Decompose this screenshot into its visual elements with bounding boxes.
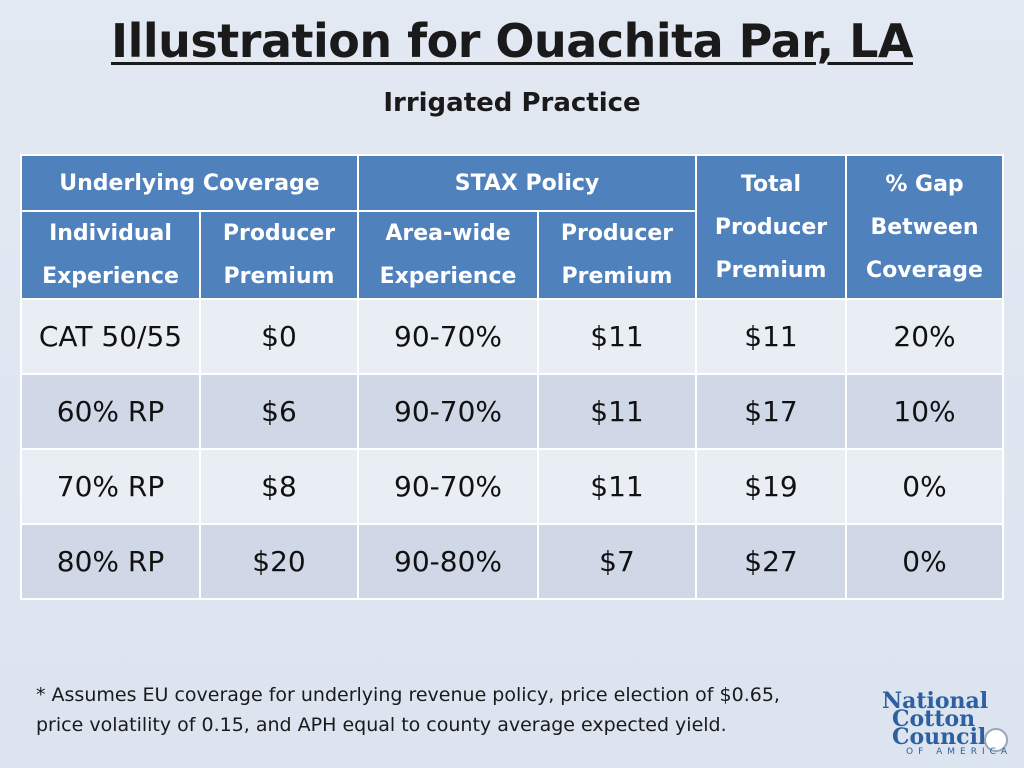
cotton-boll-icon bbox=[984, 728, 1008, 752]
header-producer1-line2: Premium bbox=[223, 264, 335, 289]
cell-area-wide: 90-70% bbox=[357, 298, 539, 375]
header-area-wide-experience: Area-wide Experience bbox=[357, 210, 539, 300]
header-areawide-line2: Experience bbox=[379, 264, 517, 289]
page-subtitle: Irrigated Practice bbox=[383, 88, 641, 118]
cell-underlying-premium: $8 bbox=[199, 448, 359, 525]
header-individual-line2: Experience bbox=[42, 264, 179, 289]
logo-line4: OF AMERICA bbox=[906, 747, 1013, 757]
cell-coverage: 80% RP bbox=[20, 523, 201, 600]
header-stax-policy: STAX Policy bbox=[357, 154, 697, 212]
cell-gap: 20% bbox=[845, 298, 1004, 375]
header-producer2-line2: Premium bbox=[561, 264, 673, 289]
header-gap-between-coverage: % Gap Between Coverage bbox=[845, 154, 1004, 300]
header-total-line1: Total bbox=[740, 171, 802, 197]
cell-gap: 0% bbox=[845, 523, 1004, 600]
header-total-line3: Premium bbox=[715, 257, 827, 283]
header-total-producer-premium: Total Producer Premium bbox=[695, 154, 847, 300]
header-producer1-line1: Producer bbox=[222, 221, 336, 246]
header-gap-line3: Coverage bbox=[866, 257, 983, 283]
cell-coverage: 60% RP bbox=[20, 373, 201, 450]
cell-total-premium: $19 bbox=[695, 448, 847, 525]
cell-area-wide: 90-70% bbox=[357, 373, 539, 450]
header-total-line2: Producer bbox=[714, 214, 828, 240]
title-wrap: Illustration for Ouachita Par, LA bbox=[0, 14, 1024, 68]
cell-coverage: 70% RP bbox=[20, 448, 201, 525]
footnote-line2: price volatility of 0.15, and APH equal … bbox=[36, 714, 727, 736]
cell-stax-premium: $11 bbox=[537, 373, 697, 450]
cell-underlying-premium: $6 bbox=[199, 373, 359, 450]
ncc-logo: National Cotton Council OF AMERICA bbox=[878, 690, 1008, 760]
cell-total-premium: $11 bbox=[695, 298, 847, 375]
cell-stax-premium: $11 bbox=[537, 298, 697, 375]
cell-total-premium: $17 bbox=[695, 373, 847, 450]
logo-line1: National bbox=[882, 688, 989, 714]
header-individual-line1: Individual bbox=[49, 221, 172, 246]
page-title: Illustration for Ouachita Par, LA bbox=[111, 14, 914, 68]
cell-stax-premium: $11 bbox=[537, 448, 697, 525]
cell-area-wide: 90-70% bbox=[357, 448, 539, 525]
logo-line3: Council bbox=[892, 724, 987, 750]
footnote-line1: * Assumes EU coverage for underlying rev… bbox=[36, 684, 780, 706]
cell-coverage: CAT 50/55 bbox=[20, 298, 201, 375]
cell-area-wide: 90-80% bbox=[357, 523, 539, 600]
cell-gap: 0% bbox=[845, 448, 1004, 525]
cell-stax-premium: $7 bbox=[537, 523, 697, 600]
cell-total-premium: $27 bbox=[695, 523, 847, 600]
table-row: 60% RP $6 90-70% $11 $17 10% bbox=[20, 373, 1004, 450]
table-row: CAT 50/55 $0 90-70% $11 $11 20% bbox=[20, 298, 1004, 375]
cell-gap: 10% bbox=[845, 373, 1004, 450]
header-producer2-line1: Producer bbox=[560, 221, 674, 246]
cell-underlying-premium: $20 bbox=[199, 523, 359, 600]
table-row: 70% RP $8 90-70% $11 $19 0% bbox=[20, 448, 1004, 525]
header-producer-premium-underlying: Producer Premium bbox=[199, 210, 359, 300]
header-underlying-coverage: Underlying Coverage bbox=[20, 154, 359, 212]
logo-line2: Cotton bbox=[892, 706, 976, 732]
table-row: 80% RP $20 90-80% $7 $27 0% bbox=[20, 523, 1004, 600]
cell-underlying-premium: $0 bbox=[199, 298, 359, 375]
footnote: * Assumes EU coverage for underlying rev… bbox=[36, 680, 856, 740]
header-areawide-line1: Area-wide bbox=[385, 221, 511, 246]
header-producer-premium-stax: Producer Premium bbox=[537, 210, 697, 300]
coverage-table: Underlying Coverage STAX Policy Total Pr… bbox=[20, 154, 1004, 600]
header-gap-line1: % Gap bbox=[885, 171, 964, 197]
header-individual-experience: Individual Experience bbox=[20, 210, 201, 300]
header-gap-line2: Between bbox=[870, 214, 979, 240]
